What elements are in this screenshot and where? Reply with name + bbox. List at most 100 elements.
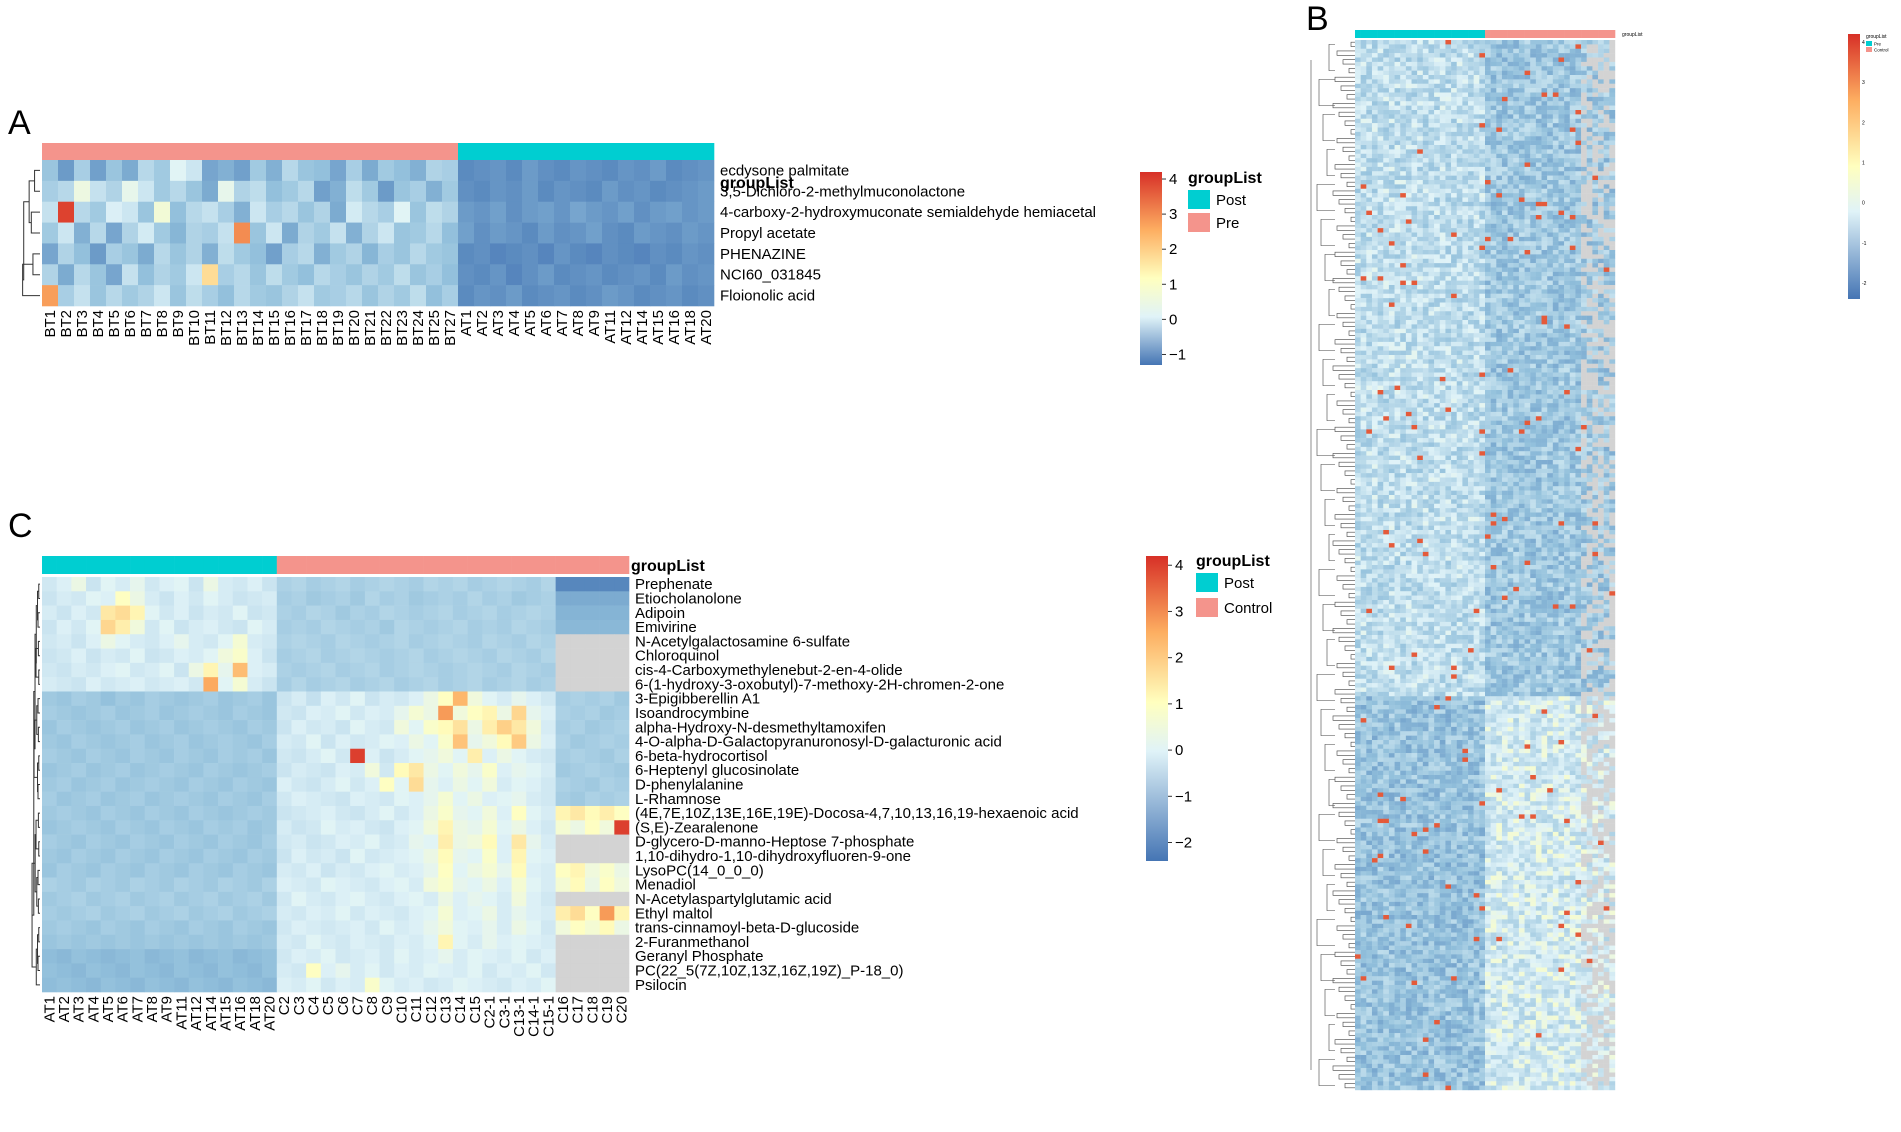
heatmap-cell [1496,88,1502,93]
heatmap-cell [1553,233,1559,238]
heatmap-cell [1542,128,1548,133]
heatmap-cell [1609,71,1615,76]
heatmap-cell [424,749,439,764]
heatmap-cell [526,749,541,764]
heatmap-cell [1406,71,1412,76]
heatmap-cell [1485,281,1491,286]
heatmap-cell [1406,149,1412,154]
heatmap-cell [1525,53,1531,58]
heatmap-cell [1558,79,1564,84]
heatmap-cell [482,620,497,635]
heatmap-cell [1508,316,1514,321]
heatmap-cell [1479,158,1485,163]
heatmap-cell [247,606,262,621]
heatmap-cell [482,577,497,592]
heatmap-cell [1508,307,1514,312]
heatmap-cell [1440,254,1446,259]
heatmap-cell [365,935,380,950]
heatmap-cell [1609,97,1615,102]
heatmap-cell [1474,180,1480,185]
heatmap-cell [1604,268,1610,273]
heatmap-cell [362,181,378,202]
heatmap-cell [1383,79,1389,84]
heatmap-cell [1508,132,1514,137]
heatmap-cell [1575,62,1581,67]
heatmap-cell [362,223,378,244]
heatmap-cell [1587,224,1593,229]
heatmap-cell [189,878,204,893]
dendrogram-branch [1349,156,1355,160]
heatmap-cell [1542,136,1548,141]
heatmap-cell [438,706,453,721]
heatmap-cell [1519,294,1525,299]
heatmap-cell [1485,184,1491,189]
heatmap-cell [115,892,130,907]
heatmap-cell [1468,97,1474,102]
heatmap-cell [1598,75,1604,80]
heatmap-cell [1496,189,1502,194]
heatmap-cell [321,920,336,935]
heatmap-cell [1434,324,1440,329]
heatmap-cell [1553,316,1559,321]
heatmap-cell [1383,254,1389,259]
heatmap-cell [1592,79,1598,84]
heatmap-cell [650,160,666,181]
heatmap-cell [1479,93,1485,98]
heatmap-cell [541,663,556,678]
heatmap-cell [1451,215,1457,220]
heatmap-cell [291,591,306,606]
heatmap-cell [1581,44,1587,49]
heatmap-cell [1553,307,1559,312]
heatmap-cell [1558,276,1564,281]
heatmap-cell [1491,106,1497,111]
heatmap-cell [1417,298,1423,303]
heatmap-cell [130,720,145,735]
heatmap-cell [1558,206,1564,211]
heatmap-cell [365,878,380,893]
heatmap-cell [1536,193,1542,198]
heatmap-cell [600,920,615,935]
heatmap-cell [1474,276,1480,281]
heatmap-cell [1474,198,1480,203]
heatmap-cell [57,920,72,935]
heatmap-cell [424,577,439,592]
heatmap-cell [666,264,682,285]
heatmap-cell [1570,285,1576,290]
heatmap-cell [1508,136,1514,141]
heatmap-cell [365,663,380,678]
heatmap-cell [1361,246,1367,251]
heatmap-cell [378,285,394,306]
heatmap-cell [1451,303,1457,308]
heatmap-cell [202,285,218,306]
heatmap-cell [159,863,174,878]
heatmap-cell [1412,254,1418,259]
heatmap-cell [1485,49,1491,54]
heatmap-cell [1395,97,1401,102]
heatmap-cell [346,223,362,244]
heatmap-cell [1496,193,1502,198]
heatmap-cell [1530,294,1536,299]
heatmap-cell [306,806,321,821]
heatmap-cell [202,243,218,264]
heatmap-cell [394,963,409,978]
heatmap-cell [1570,62,1576,67]
heatmap-cell [218,978,233,993]
heatmap-cell [380,763,395,778]
heatmap-cell [1519,88,1525,93]
heatmap-cell [458,202,474,223]
heatmap-cell [203,806,218,821]
heatmap-cell [1428,329,1434,334]
heatmap-cell [1468,106,1474,111]
colorbar-tick-label: 2 [1169,241,1177,258]
heatmap-cell [42,920,57,935]
dendrogram-branch [1333,541,1355,545]
heatmap-cell [526,734,541,749]
heatmap-cell [1366,189,1372,194]
heatmap-cell [1474,294,1480,299]
heatmap-cell [1491,324,1497,329]
dendrogram-branch [1341,611,1355,615]
heatmap-cell [1355,316,1361,321]
heatmap-cell [1508,285,1514,290]
heatmap-cell [1423,189,1429,194]
heatmap-cell [1575,136,1581,141]
